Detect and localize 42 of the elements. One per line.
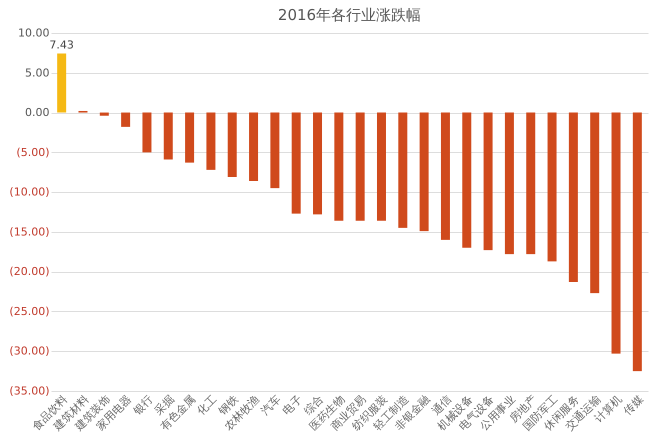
bar [440,112,450,240]
chart-title: 2016年各行业涨跌幅 [278,6,422,24]
x-tick-label: 传媒 [621,392,646,418]
y-tick-label: 0.00 [25,106,50,120]
bar [57,53,66,113]
y-tick-label: (20.00) [9,265,50,278]
y-tick-label: (5.00) [16,146,50,159]
bar [334,112,344,221]
x-tick-label: 化工 [194,392,220,418]
data-label: 7.43 [49,38,74,52]
y-tick-label: (35.00) [9,384,50,398]
bar [356,112,365,221]
bar [185,112,194,163]
bar [504,112,514,254]
bar [142,112,152,152]
bar [462,112,472,248]
bar [590,112,600,294]
bar [206,112,216,170]
y-tick-label: (10.00) [9,186,50,199]
bar [292,112,301,214]
y-tick-label: 10.00 [18,26,50,40]
bar [376,112,386,221]
bar [228,112,237,177]
y-tick-label: (30.00) [9,344,50,358]
bar [121,112,130,127]
bar [420,112,429,232]
bar [313,112,322,214]
bar [270,112,280,188]
bar [249,112,258,181]
bar [632,112,642,372]
bar [612,112,621,354]
x-tick-label: 银行 [130,392,156,418]
bar [398,112,408,228]
y-tick-label: (15.00) [9,225,50,238]
y-tick-label: 5.00 [25,66,50,80]
bar [484,112,493,250]
bar [548,112,557,262]
bar [100,112,109,116]
bar [164,112,173,160]
bar [526,112,536,254]
y-tick-label: (25.00) [9,304,50,318]
bar [568,112,578,282]
